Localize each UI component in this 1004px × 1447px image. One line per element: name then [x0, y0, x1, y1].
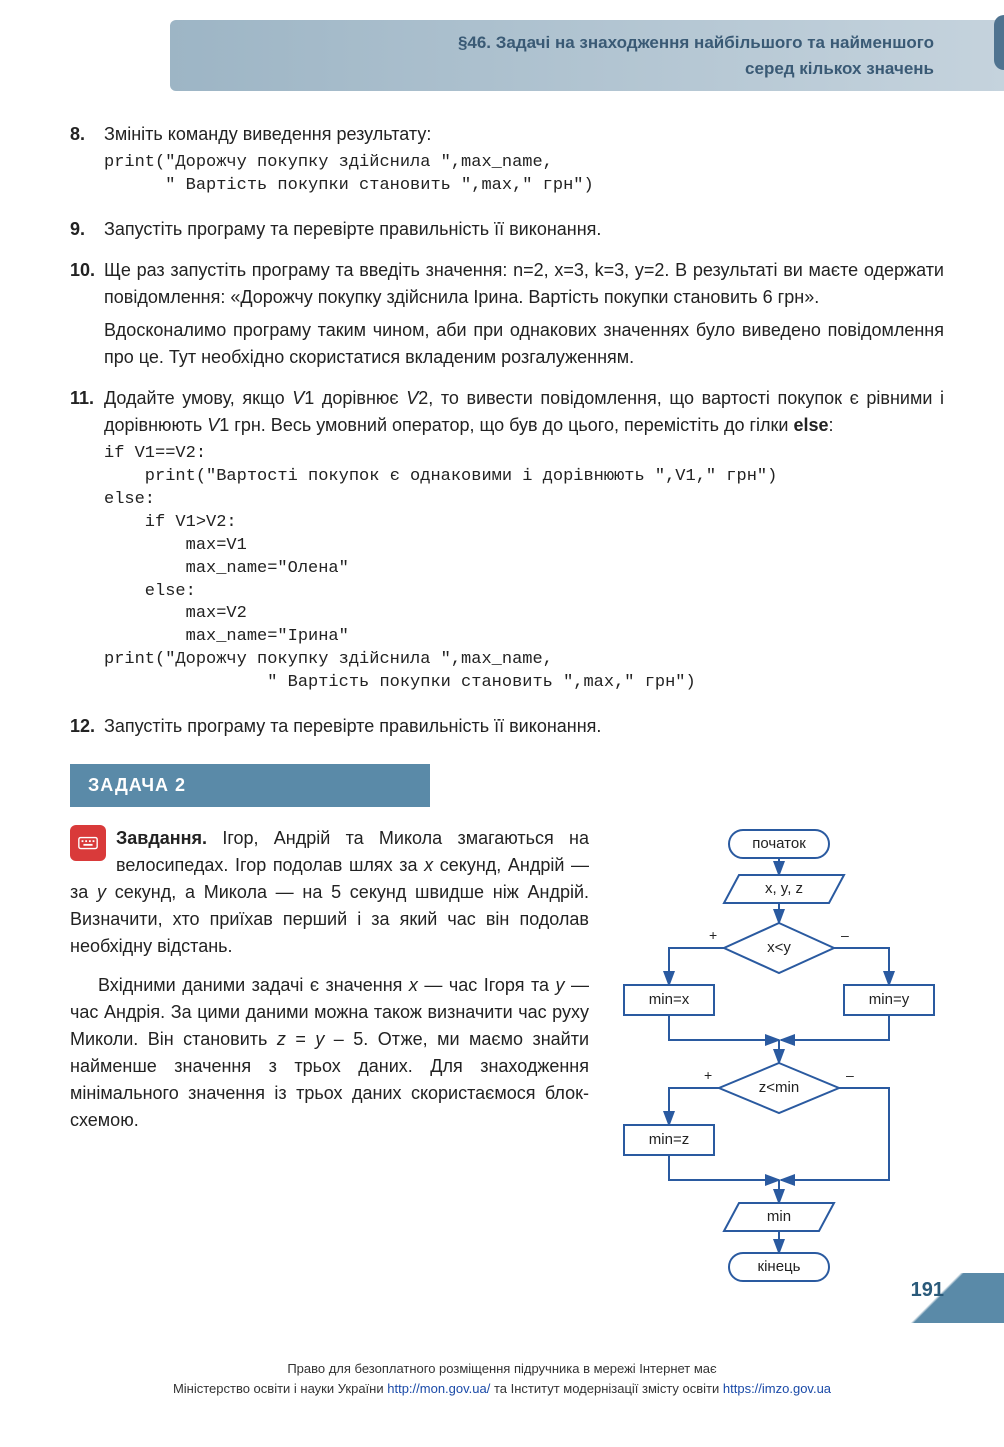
code-block: print("Дорожчу покупку здійснила ",max_n… — [104, 152, 944, 198]
task-label: Завдання. — [116, 828, 207, 848]
python-icon — [994, 15, 1004, 70]
item-text-extra: Вдосконалимо програму таким чином, аби п… — [104, 317, 944, 371]
fc-output: min — [767, 1208, 791, 1225]
task-para2: Вхідними даними задачі є значення x — ча… — [70, 972, 589, 1134]
page-number: 191 — [911, 1275, 944, 1305]
footer-line1: Право для безоплатного розміщення підруч… — [287, 1361, 716, 1376]
fc-minz: min=z — [649, 1131, 689, 1148]
keyboard-icon — [70, 825, 106, 861]
footer-line2-mid: та Інститут модернізації змісту освіти — [494, 1381, 723, 1396]
fc-plus1: + — [709, 927, 717, 943]
flowchart: початок x, y, z x<y + – min=x min=y — [609, 825, 944, 1313]
item-text: Запустіть програму та перевірте правильн… — [104, 219, 601, 239]
instruction-list: 8. Змініть команду виведення результату:… — [70, 121, 944, 740]
header-title-line2: серед кількох значень — [745, 59, 934, 78]
fc-minus2: – — [846, 1067, 854, 1083]
item-number: 8. — [70, 121, 104, 202]
task2-body: Завдання. Ігор, Андрій та Микола змагают… — [70, 825, 589, 1313]
fc-minx: min=x — [649, 991, 690, 1008]
footer-line2-pre: Міністерство освіти і науки України — [173, 1381, 387, 1396]
header-title-line1: §46. Задачі на знаходження найбільшого т… — [458, 33, 934, 52]
item-number: 10. — [70, 257, 104, 371]
item-number: 9. — [70, 216, 104, 243]
fc-start: початок — [752, 835, 806, 852]
item-number: 12. — [70, 713, 104, 740]
item-text: Запустіть програму та перевірте правильн… — [104, 716, 601, 736]
fc-end: кінець — [758, 1258, 801, 1275]
fc-plus2: + — [704, 1067, 712, 1083]
fc-cond2: z<min — [759, 1079, 799, 1096]
item-text: Додайте умову, якщо V1 дорівнює V2, то в… — [104, 388, 944, 435]
item-text: Змініть команду виведення результату: — [104, 124, 431, 144]
footer-link-imzo[interactable]: https://imzo.gov.ua — [723, 1381, 831, 1396]
item-number: 11. — [70, 385, 104, 699]
fc-input: x, y, z — [765, 880, 803, 897]
fc-miny: min=y — [869, 991, 910, 1008]
task2-header: ЗАДАЧА 2 — [70, 764, 430, 807]
section-header: §46. Задачі на знаходження найбільшого т… — [170, 20, 1004, 91]
footer: Право для безоплатного розміщення підруч… — [0, 1353, 1004, 1410]
code-block: if V1==V2: print("Вартості покупок є одн… — [104, 443, 944, 695]
fc-cond1: x<y — [767, 939, 791, 956]
footer-link-mon[interactable]: http://mon.gov.ua/ — [387, 1381, 490, 1396]
fc-minus1: – — [841, 927, 849, 943]
item-text: Ще раз запустіть програму та введіть зна… — [104, 260, 944, 307]
